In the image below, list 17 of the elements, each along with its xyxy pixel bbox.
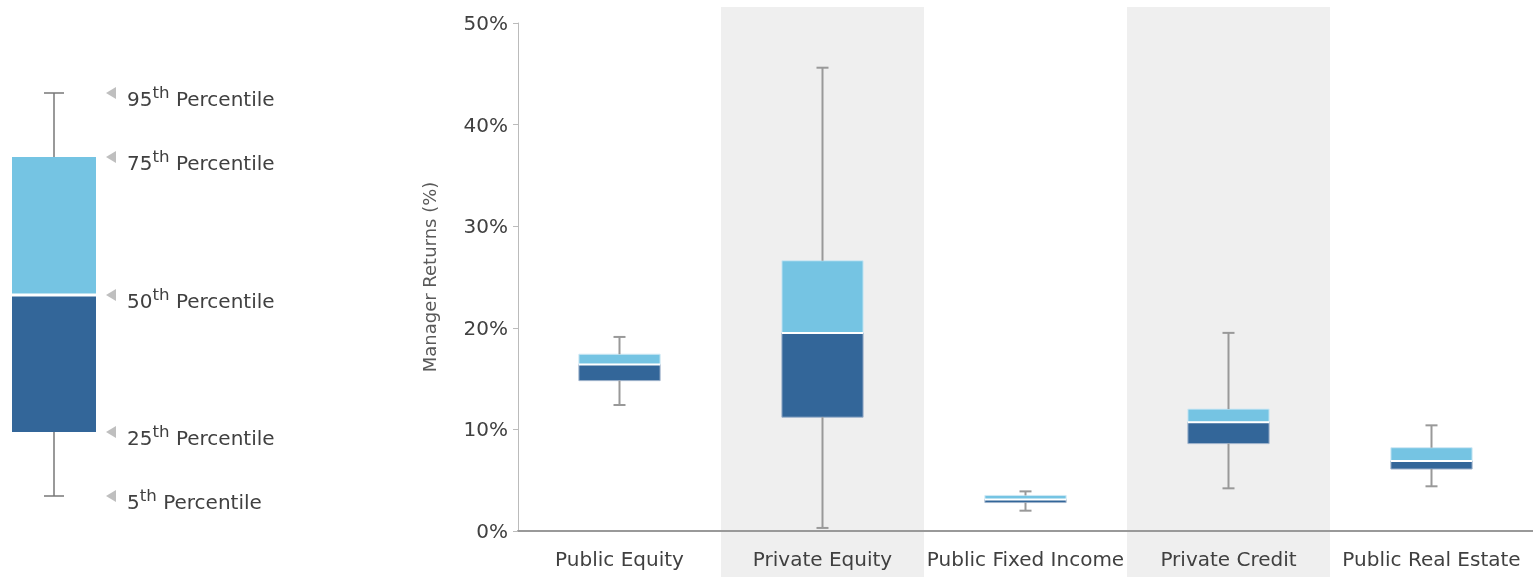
text: 5$^{th}$ Percentile xyxy=(127,485,262,515)
y-tick-label: 50% xyxy=(463,11,508,35)
y-tick-label: 10% xyxy=(463,417,508,442)
x-tick-label: Private Equity xyxy=(752,547,893,571)
x-tick-label: Public Real Estate xyxy=(1342,547,1521,571)
x-tick-label: Public Fixed Income xyxy=(926,547,1125,571)
y-tick-label: 20% xyxy=(463,315,508,340)
x-tick-label: Public Equity xyxy=(555,547,685,571)
y-axis-title: Manager Returns (%) xyxy=(418,181,440,373)
y-tick-label: 40% xyxy=(463,112,508,137)
text: 75$^{th}$ Percentile xyxy=(127,146,275,176)
x-tick-label: Private Credit xyxy=(1160,547,1297,571)
text: 50$^{th}$ Percentile xyxy=(127,284,275,314)
y-tick-label: 30% xyxy=(463,214,508,239)
y-tick-label: 0% xyxy=(476,519,508,543)
text: 25$^{th}$ Percentile xyxy=(127,421,275,451)
text: 95$^{th}$ Percentile xyxy=(127,82,275,112)
